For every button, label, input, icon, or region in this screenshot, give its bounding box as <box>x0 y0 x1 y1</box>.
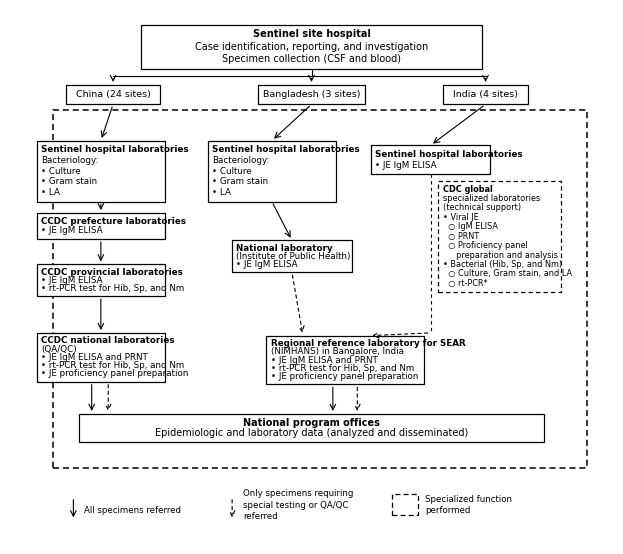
Bar <box>80 414 543 442</box>
Text: Sentinel site hospital: Sentinel site hospital <box>252 29 371 39</box>
Text: specialized laboratories: specialized laboratories <box>443 194 540 203</box>
Text: Bangladesh (3 sites): Bangladesh (3 sites) <box>263 90 360 99</box>
Text: • LA: • LA <box>212 188 231 197</box>
Text: ○ Culture, Gram stain, and LA: ○ Culture, Gram stain, and LA <box>443 269 572 279</box>
Bar <box>66 85 160 104</box>
Text: Bacteriology:: Bacteriology: <box>212 156 269 165</box>
Text: Bacteriology:: Bacteriology: <box>41 156 98 165</box>
Text: ○ IgM ELISA: ○ IgM ELISA <box>443 222 498 232</box>
Text: National laboratory: National laboratory <box>236 244 333 253</box>
Bar <box>37 213 165 239</box>
Text: Epidemiologic and laboratory data (analyzed and disseminated): Epidemiologic and laboratory data (analy… <box>155 428 468 438</box>
Text: Specimen collection (CSF and blood): Specimen collection (CSF and blood) <box>222 54 401 64</box>
Text: • LA: • LA <box>41 188 60 197</box>
Text: • rt-PCR test for Hib, Sp, and Nm: • rt-PCR test for Hib, Sp, and Nm <box>41 284 184 293</box>
Text: CCDC provincial laboratories: CCDC provincial laboratories <box>41 268 183 276</box>
Text: China (24 sites): China (24 sites) <box>75 90 151 99</box>
Text: India (4 sites): India (4 sites) <box>453 90 518 99</box>
Text: • JE IgM ELISA and PRNT: • JE IgM ELISA and PRNT <box>41 353 148 362</box>
Text: • JE proficiency panel preparation: • JE proficiency panel preparation <box>270 372 418 381</box>
Text: • Bacterial (Hib, Sp, and Nm): • Bacterial (Hib, Sp, and Nm) <box>443 260 562 269</box>
Bar <box>37 141 165 202</box>
Text: (Institute of Public Health): (Institute of Public Health) <box>236 252 351 261</box>
Bar <box>258 85 365 104</box>
Text: Specialized function
performed: Specialized function performed <box>425 495 512 515</box>
Text: • rt-PCR test for Hib, Sp, and Nm: • rt-PCR test for Hib, Sp, and Nm <box>270 364 414 373</box>
Bar <box>232 240 352 273</box>
Text: • Culture: • Culture <box>212 167 252 176</box>
Text: All specimens referred: All specimens referred <box>84 506 181 515</box>
Text: ○ Proficiency panel: ○ Proficiency panel <box>443 241 528 250</box>
Bar <box>52 110 587 468</box>
Bar <box>266 336 424 384</box>
Bar <box>37 264 165 296</box>
Bar <box>439 181 561 292</box>
Text: Case identification, reporting, and investigation: Case identification, reporting, and inve… <box>195 42 428 52</box>
Bar <box>371 145 490 174</box>
Text: (technical support): (technical support) <box>443 203 521 213</box>
Text: Sentinel hospital laboratories: Sentinel hospital laboratories <box>41 145 189 155</box>
Text: (NIMHANS) in Bangalore, India: (NIMHANS) in Bangalore, India <box>270 347 404 356</box>
Text: • JE IgM ELISA: • JE IgM ELISA <box>375 161 437 170</box>
Text: • rt-PCR test for Hib, Sp, and Nm: • rt-PCR test for Hib, Sp, and Nm <box>41 361 184 370</box>
Text: Regional reference laboratory for SEAR: Regional reference laboratory for SEAR <box>270 339 465 348</box>
Bar <box>37 333 165 382</box>
Text: CCDC prefecture laboratories: CCDC prefecture laboratories <box>41 217 186 226</box>
Text: preparation and analysis: preparation and analysis <box>443 250 558 260</box>
Text: • JE IgM ELISA: • JE IgM ELISA <box>41 276 103 285</box>
Text: National program offices: National program offices <box>243 418 380 428</box>
Text: • Gram stain: • Gram stain <box>41 177 97 186</box>
Text: • JE proficiency panel preparation: • JE proficiency panel preparation <box>41 370 188 378</box>
Text: (QA/QC): (QA/QC) <box>41 345 77 353</box>
Text: • Viral JE: • Viral JE <box>443 213 478 222</box>
Text: Sentinel hospital laboratories: Sentinel hospital laboratories <box>212 145 359 155</box>
Bar <box>141 24 482 69</box>
Bar <box>207 141 336 202</box>
Text: • Gram stain: • Gram stain <box>212 177 268 186</box>
Text: ○ PRNT: ○ PRNT <box>443 232 479 241</box>
Text: CDC global: CDC global <box>443 184 493 194</box>
Text: CCDC national laboratories: CCDC national laboratories <box>41 336 174 345</box>
Text: • JE IgM ELISA: • JE IgM ELISA <box>236 260 298 269</box>
Text: • JE IgM ELISA: • JE IgM ELISA <box>41 226 103 235</box>
Text: • Culture: • Culture <box>41 167 80 176</box>
Bar <box>443 85 528 104</box>
Text: Sentinel hospital laboratories: Sentinel hospital laboratories <box>375 150 523 159</box>
Bar <box>392 494 418 515</box>
Text: • JE IgM ELISA and PRNT: • JE IgM ELISA and PRNT <box>270 356 378 365</box>
Text: Only specimens requiring
special testing or QA/QC
referred: Only specimens requiring special testing… <box>243 489 353 521</box>
Text: ○ rt-PCR*: ○ rt-PCR* <box>443 279 487 288</box>
